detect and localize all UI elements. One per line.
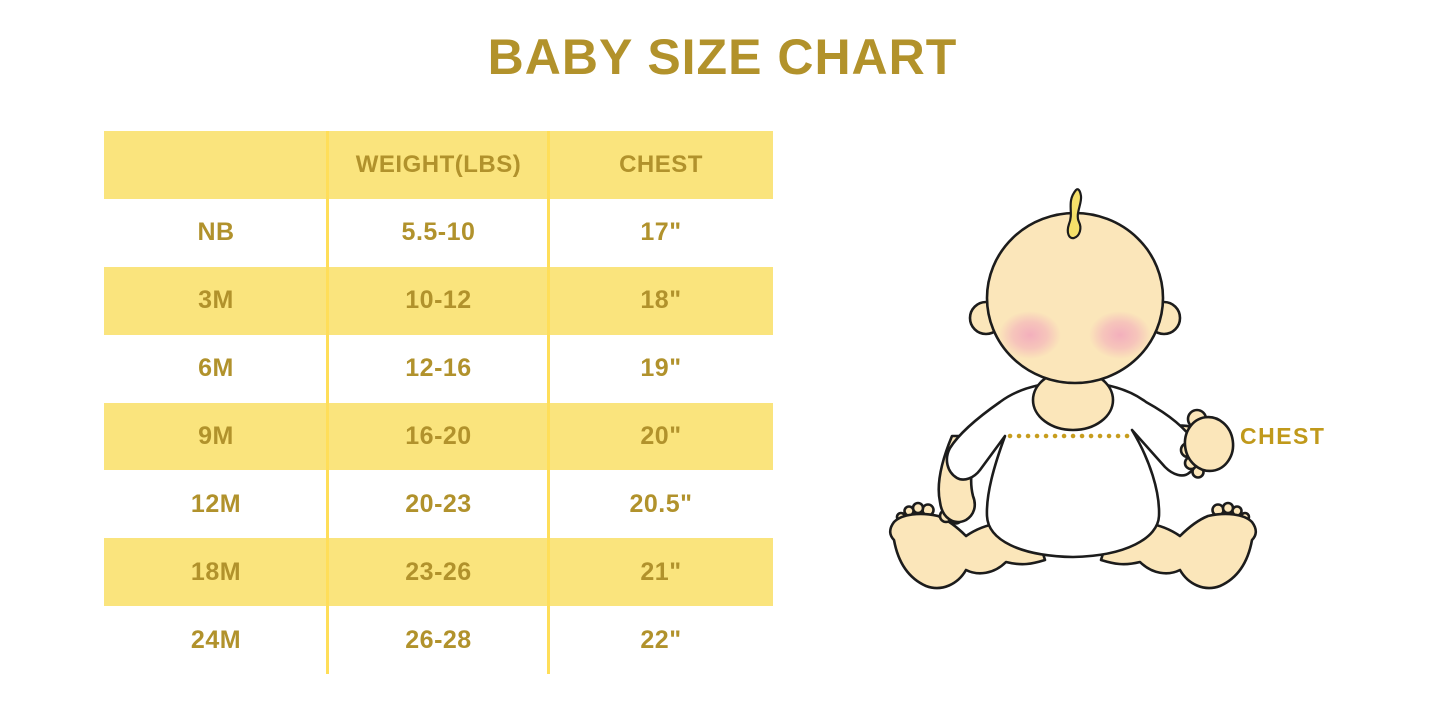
column-header-chest: CHEST: [619, 150, 703, 178]
column-header-size: [104, 131, 328, 199]
chest-cell: 21": [640, 557, 682, 586]
baby-left-blush: [999, 311, 1061, 359]
table-row: 3M 10-12 18": [104, 266, 773, 335]
weight-cell: 12-16: [405, 354, 472, 383]
baby-right-blush: [1089, 311, 1151, 359]
chest-cell: 18": [640, 286, 682, 315]
chest-label: CHEST: [1240, 423, 1325, 449]
size-cell: 18M: [190, 557, 242, 586]
baby-hair-curl: [1066, 188, 1083, 240]
chest-cell: 20": [640, 421, 682, 450]
size-cell: NB: [197, 218, 235, 247]
column-header-weight: WEIGHT(LBS): [355, 150, 522, 178]
size-cell: 24M: [190, 625, 242, 654]
weight-cell: 20-23: [405, 489, 472, 518]
table-row: 18M 23-26 21": [104, 538, 773, 607]
column-divider: [326, 131, 329, 674]
chest-cell: 17": [640, 218, 682, 247]
table-header-row: WEIGHT(LBS) CHEST: [104, 131, 773, 199]
size-cell: 12M: [190, 489, 242, 518]
baby-illustration: CHEST: [888, 188, 1325, 590]
column-divider: [547, 131, 550, 674]
size-cell: 3M: [198, 286, 234, 315]
baby-right-fist: [1179, 408, 1235, 479]
table-row: NB 5.5-10 17": [104, 199, 773, 267]
weight-cell: 26-28: [405, 625, 472, 654]
weight-cell: 23-26: [405, 557, 472, 586]
size-cell: 9M: [198, 421, 234, 450]
page-title: BABY SIZE CHART: [487, 29, 958, 85]
chest-cell: 20.5": [629, 489, 693, 518]
table-row: 6M 12-16 19": [104, 335, 773, 403]
weight-cell: 5.5-10: [401, 218, 476, 247]
table-row: 9M 16-20 20": [104, 402, 773, 471]
size-cell: 6M: [198, 354, 234, 383]
table-row: 12M 20-23 20.5": [104, 470, 773, 538]
size-table: WEIGHT(LBS) CHEST NB 5.5-10 17" 3M 10-12…: [104, 131, 773, 674]
chest-cell: 22": [640, 625, 682, 654]
table-row: 24M 26-28 22": [104, 606, 773, 674]
weight-cell: 10-12: [405, 286, 472, 315]
chest-cell: 19": [640, 354, 682, 383]
weight-cell: 16-20: [405, 421, 472, 450]
